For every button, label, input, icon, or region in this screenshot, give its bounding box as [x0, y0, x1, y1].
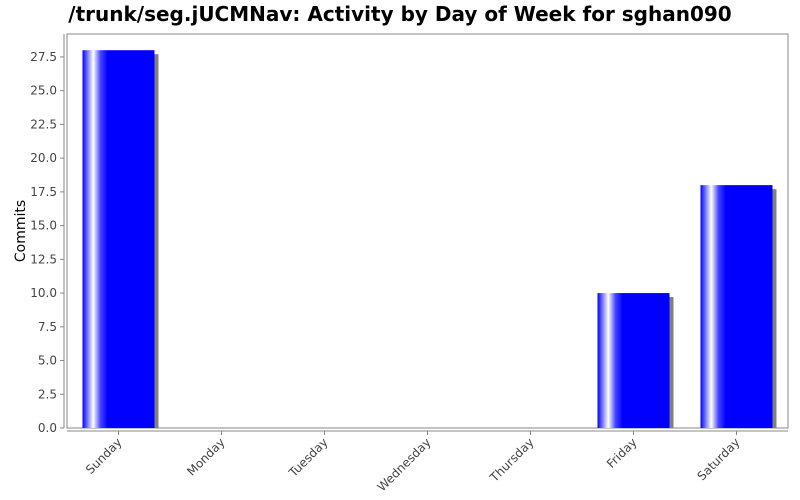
y-tick-label: 5.0: [38, 354, 57, 368]
x-tick-label: Monday: [184, 435, 227, 478]
y-tick-label: 17.5: [30, 185, 57, 199]
bar-sunday: [82, 50, 155, 429]
y-tick-label: 10.0: [30, 286, 57, 300]
x-tick-label: Friday: [604, 435, 640, 471]
y-tick-label: 15.0: [30, 219, 57, 233]
y-tick-label: 25.0: [30, 84, 57, 98]
bars: [82, 50, 777, 429]
y-tick-label: 27.5: [30, 50, 57, 64]
x-tick-label: Wednesday: [375, 435, 434, 494]
x-axis: Sunday Monday Tuesday Wednesday Thursday Frid…: [83, 431, 743, 494]
x-tick-label: Thursday: [487, 435, 537, 485]
y-tick-label: 20.0: [30, 151, 57, 165]
y-axis: 0.0 2.5 5.0 7.5 10.0 12.5 15.0 17.5 20.0 22.5 25.0…: [30, 50, 64, 435]
x-tick-label: Saturday: [694, 435, 742, 483]
plot-area: [66, 33, 789, 429]
bar-saturday: [700, 185, 773, 428]
bar-friday: [597, 293, 670, 428]
y-axis-label: Commits: [13, 200, 29, 262]
x-tick-label: Sunday: [83, 435, 125, 477]
chart-title: /trunk/seg.jUCMNav: Activity by Day of W…: [68, 2, 732, 26]
y-tick-label: 0.0: [38, 421, 57, 435]
y-tick-label: 22.5: [30, 117, 57, 131]
y-tick-label: 7.5: [38, 320, 57, 334]
x-tick-label: Tuesday: [285, 435, 330, 480]
y-tick-label: 12.5: [30, 252, 57, 266]
y-tick-label: 2.5: [38, 387, 57, 401]
